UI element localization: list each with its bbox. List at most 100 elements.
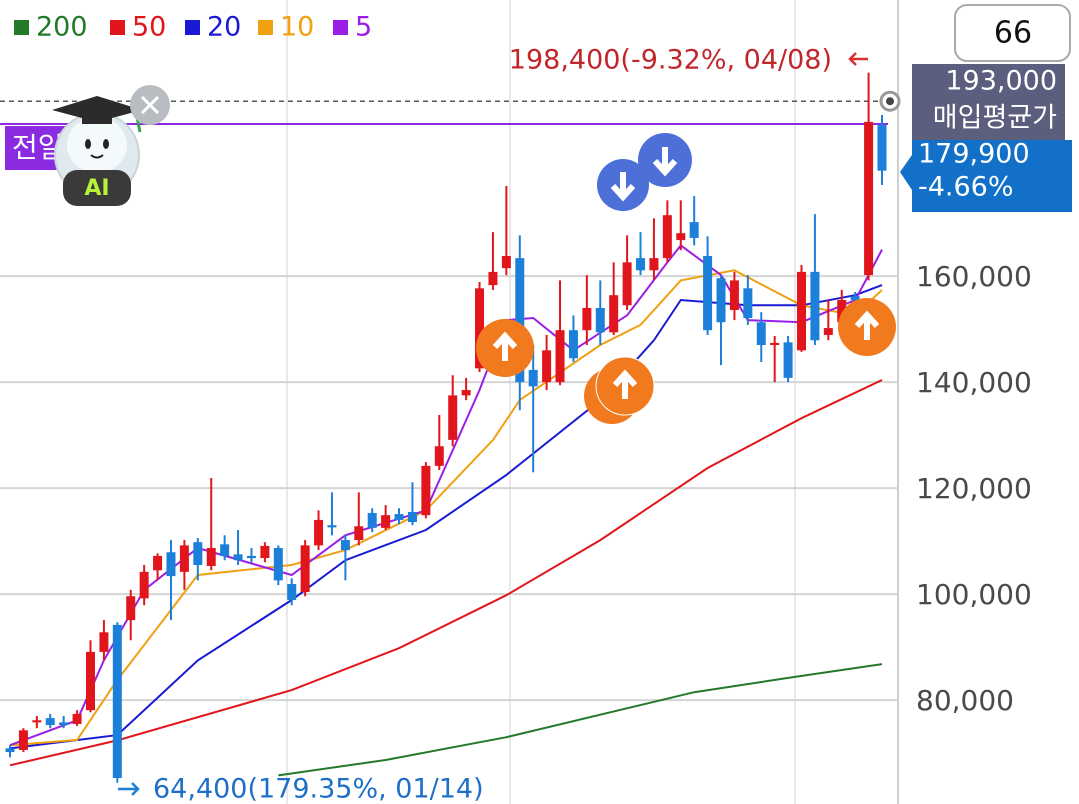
candle-body bbox=[193, 542, 203, 565]
y-tick-label: 80,000 bbox=[916, 684, 1014, 717]
candle-body bbox=[850, 296, 860, 300]
candle-body bbox=[233, 554, 243, 561]
candle-body bbox=[206, 548, 216, 567]
candle-body bbox=[622, 262, 632, 306]
period-value[interactable]: 66 bbox=[994, 16, 1032, 51]
candle-body bbox=[126, 596, 136, 621]
candle-body bbox=[139, 571, 149, 599]
candle-body bbox=[703, 255, 713, 331]
moving-averages bbox=[9, 244, 883, 777]
moving-average-line bbox=[9, 269, 883, 747]
close-button[interactable] bbox=[130, 85, 170, 125]
candle-body bbox=[756, 322, 766, 346]
legend: 200 50 20 10 5 bbox=[14, 12, 372, 43]
y-axis: 80,000 100,000 120,000 140,000 160,000 bbox=[916, 260, 1032, 717]
candle-body bbox=[823, 328, 833, 335]
high-arrow bbox=[848, 52, 868, 66]
y-tick-label: 140,000 bbox=[916, 366, 1032, 399]
candle-body bbox=[729, 280, 739, 311]
candle-body bbox=[246, 555, 256, 559]
candle-body bbox=[609, 295, 619, 333]
candle-body bbox=[18, 730, 28, 750]
ai-assistant[interactable]: AI bbox=[52, 96, 142, 206]
y-tick-label: 100,000 bbox=[916, 578, 1032, 611]
candle-body bbox=[837, 299, 847, 323]
y-tick-label: 160,000 bbox=[916, 260, 1032, 293]
ai-label[interactable]: AI bbox=[84, 176, 109, 201]
sell-signal[interactable] bbox=[638, 133, 692, 187]
candle-body bbox=[220, 544, 230, 556]
candle-body bbox=[864, 121, 874, 276]
candle-body bbox=[421, 465, 431, 516]
buy-signal[interactable] bbox=[838, 298, 896, 356]
candle-body bbox=[367, 513, 377, 528]
candle-body bbox=[448, 395, 458, 440]
candle-body bbox=[85, 651, 95, 711]
candle-body bbox=[300, 545, 310, 593]
average-price-dot-core bbox=[886, 97, 894, 106]
legend-swatch bbox=[110, 20, 125, 35]
legend-label: 10 bbox=[280, 12, 314, 43]
candle-body bbox=[783, 342, 793, 378]
candle-body bbox=[662, 215, 672, 259]
current-change: -4.66% bbox=[918, 172, 1014, 203]
average-price: 193,000 bbox=[945, 66, 1057, 97]
candle-body bbox=[461, 390, 471, 396]
legend-swatch bbox=[185, 20, 200, 35]
legend-label: 50 bbox=[132, 12, 166, 43]
candle-body bbox=[877, 125, 887, 171]
candle-body bbox=[582, 307, 592, 331]
candle-body bbox=[72, 713, 82, 724]
buy-signal[interactable] bbox=[584, 356, 655, 424]
candle-body bbox=[354, 526, 364, 541]
candle-body bbox=[112, 624, 122, 779]
candle-body bbox=[636, 258, 646, 271]
candle-body bbox=[340, 540, 350, 551]
candle-body bbox=[273, 548, 283, 581]
moving-average-line bbox=[278, 663, 883, 777]
y-tick-label: 120,000 bbox=[916, 472, 1032, 505]
buy-signal[interactable] bbox=[476, 319, 534, 377]
legend-swatch bbox=[333, 20, 348, 35]
candle-body bbox=[797, 271, 807, 351]
average-price-tag bbox=[912, 64, 1065, 140]
candle-body bbox=[32, 720, 42, 723]
candle-body bbox=[501, 255, 511, 269]
candle-body bbox=[676, 233, 686, 241]
candle-body bbox=[394, 514, 404, 520]
legend-label: 20 bbox=[207, 12, 241, 43]
candle-body bbox=[327, 525, 337, 528]
candle-body bbox=[515, 258, 525, 383]
candle-body bbox=[689, 222, 699, 238]
candle-body bbox=[179, 545, 189, 572]
candle-body bbox=[475, 288, 485, 369]
moving-average-line bbox=[9, 244, 883, 747]
legend-label: 200 bbox=[36, 12, 88, 43]
candle-body bbox=[434, 446, 444, 466]
candle-body bbox=[407, 511, 417, 523]
grid bbox=[0, 0, 899, 804]
sell-signal[interactable] bbox=[597, 159, 649, 211]
legend-label: 5 bbox=[355, 12, 372, 43]
candle-body bbox=[45, 718, 55, 726]
moving-average-line bbox=[9, 284, 883, 750]
current-price: 179,900 bbox=[918, 139, 1030, 170]
candle-body bbox=[649, 258, 659, 271]
moving-average-line bbox=[9, 379, 883, 767]
low-annotation: 64,400(179.35%, 01/14) bbox=[153, 774, 484, 804]
candle-body bbox=[5, 748, 15, 753]
legend-swatch bbox=[14, 20, 29, 35]
high-annotation: 198,400(-9.32%, 04/08) bbox=[509, 45, 832, 76]
average-price-name: 매입평균가 bbox=[933, 103, 1057, 134]
candles bbox=[5, 72, 887, 783]
candle-body bbox=[314, 519, 324, 546]
candle-body bbox=[770, 342, 780, 346]
candle-body bbox=[59, 722, 69, 726]
period-box[interactable] bbox=[954, 4, 1071, 62]
candle-body bbox=[542, 350, 552, 383]
legend-swatch bbox=[258, 20, 273, 35]
candle-body bbox=[381, 515, 391, 528]
candle-body bbox=[716, 278, 726, 323]
